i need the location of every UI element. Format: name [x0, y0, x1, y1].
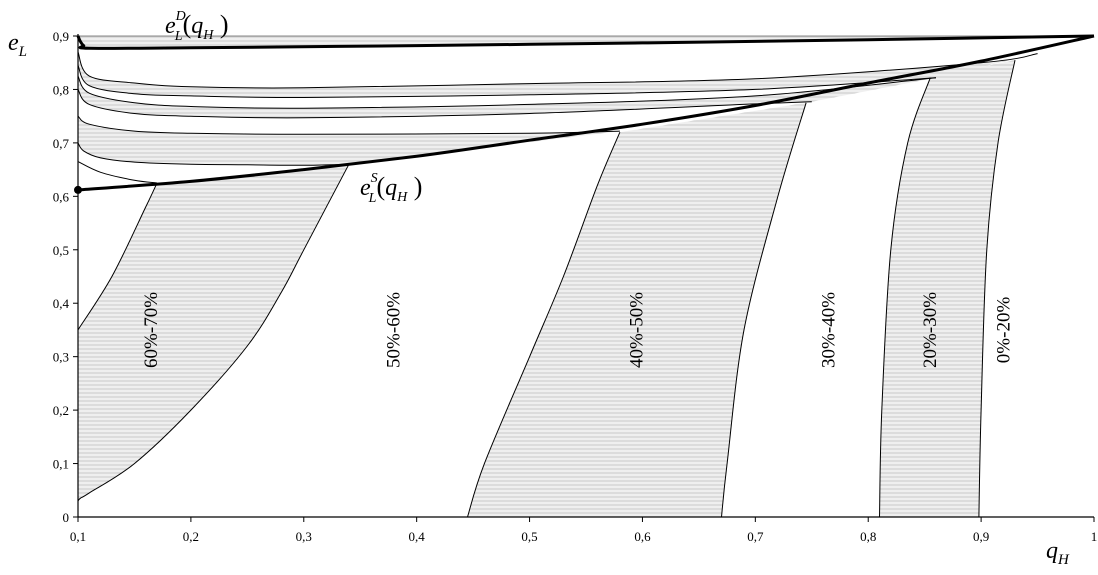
y-tick-label: 0,4 — [53, 296, 70, 311]
band-boundary-5 — [978, 60, 1016, 518]
x-tick-label: 0,3 — [296, 529, 312, 544]
x-tick-label: 0,8 — [860, 529, 876, 544]
shaded-band-4 — [78, 76, 936, 118]
band-label: 20%-30% — [920, 292, 941, 368]
x-tick-label: 1 — [1091, 529, 1098, 544]
shaded-bands — [78, 36, 1094, 518]
y-tick-label: 0,2 — [53, 403, 69, 418]
band-boundary-3 — [721, 102, 807, 518]
y-tick-label: 0,3 — [53, 350, 69, 365]
band-boundary-1 — [77, 182, 158, 331]
iso-curve-0 — [77, 51, 1038, 89]
x-axis-label: qH — [1046, 538, 1070, 568]
eS-curve — [77, 34, 1095, 192]
eS-curve-label: eS L(qH ) — [360, 171, 422, 206]
y-tick-label: 0,8 — [53, 82, 69, 97]
x-tick-label: 0,1 — [70, 529, 86, 544]
band-label: 60%-70% — [141, 292, 162, 368]
curve-lines — [74, 34, 1095, 518]
iso-curve-6 — [77, 161, 158, 184]
band-label: 50%-60% — [384, 292, 405, 368]
band-boundary-0 — [77, 164, 350, 502]
y-axis-label: eL — [8, 30, 27, 60]
iso-curve-1 — [77, 65, 937, 99]
y-tick-labels: 0 0,1 0,2 0,3 0,4 0,5 0,6 0,7 0,8 0,9 — [53, 29, 78, 525]
x-tick-label: 0,6 — [634, 529, 651, 544]
y-tick-label: 0,1 — [53, 457, 69, 472]
band-boundary-2 — [467, 132, 621, 518]
shaded-band-0 — [78, 164, 349, 502]
x-tick-label: 0,4 — [409, 529, 426, 544]
eD-curve — [76, 34, 1095, 50]
y-tick-label: 0,5 — [53, 243, 69, 258]
x-tick-labels: 0,1 0,2 0,3 0,4 0,5 0,6 0,7 0,8 0,9 1 — [70, 517, 1097, 544]
axes — [77, 34, 1094, 518]
iso-curve-5 — [77, 142, 349, 166]
x-tick-label: 0,2 — [183, 529, 199, 544]
shaded-band-5 — [78, 116, 620, 166]
band-label: 30%-40% — [818, 292, 839, 368]
iso-curve-2 — [77, 75, 937, 109]
y-tick-label: 0,7 — [53, 136, 70, 151]
iso-curve-3 — [77, 89, 812, 119]
x-tick-label: 0,9 — [973, 529, 989, 544]
shaded-band-2 — [879, 60, 1015, 518]
x-tick-label: 0,7 — [747, 529, 764, 544]
band-label: 40%-50% — [626, 292, 647, 368]
eD-curve-label: eD L(qH ) — [165, 9, 229, 44]
x-tick-label: 0,5 — [521, 529, 537, 544]
y-tick-label: 0,9 — [53, 29, 69, 44]
band-label: 0%-20% — [993, 297, 1014, 364]
y-tick-label: 0 — [63, 510, 70, 525]
band-boundary-4 — [879, 77, 931, 518]
shaded-band-3 — [78, 52, 1038, 98]
band-labels: 60%-70% 50%-60% 40%-50% 30%-40% 20%-30% 0%-20… — [141, 292, 1014, 368]
shaded-band-1 — [467, 102, 807, 518]
y-tick-label: 0,6 — [53, 189, 70, 204]
iso-curve-4 — [77, 115, 620, 135]
